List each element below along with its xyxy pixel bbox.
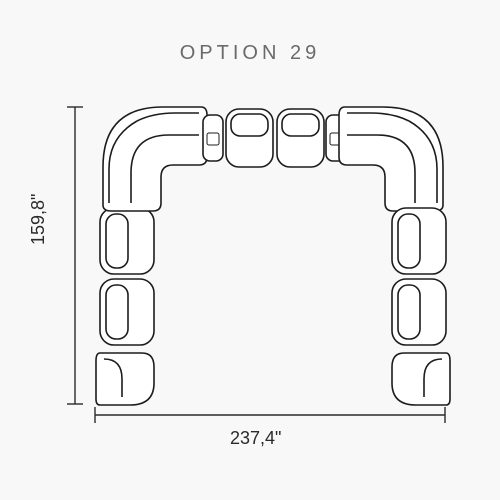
corner-left xyxy=(103,107,207,211)
seat-top-1 xyxy=(226,109,273,167)
figure: OPTION 29 159,8" 237,4" xyxy=(0,0,500,500)
seat-left-2 xyxy=(100,279,154,345)
corner-right xyxy=(339,107,443,211)
seat-right-2 xyxy=(392,279,446,345)
seat-right-1 xyxy=(392,208,446,274)
seat-left-1 xyxy=(100,208,154,274)
seat-top-2 xyxy=(277,109,324,167)
arm-left-bottom xyxy=(96,353,154,405)
arm-right-bottom xyxy=(392,353,450,405)
plan-drawing xyxy=(0,0,500,500)
console-left xyxy=(203,115,223,161)
